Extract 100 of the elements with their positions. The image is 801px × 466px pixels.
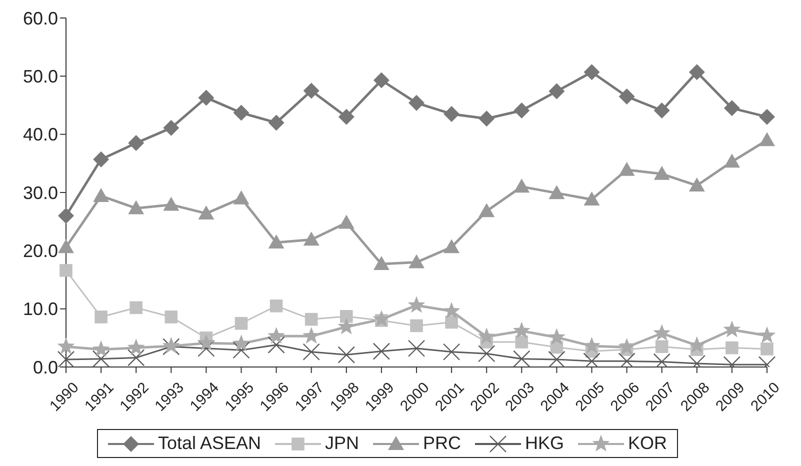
point xyxy=(408,94,424,111)
point xyxy=(373,256,390,270)
point xyxy=(445,316,458,329)
point xyxy=(654,102,670,118)
point xyxy=(548,328,566,345)
point xyxy=(724,100,740,116)
point xyxy=(618,162,635,176)
point xyxy=(303,232,320,246)
legend-label: Total ASEAN xyxy=(158,433,261,454)
point xyxy=(372,310,390,327)
point xyxy=(688,64,705,80)
point xyxy=(57,350,75,367)
point xyxy=(198,205,214,220)
point xyxy=(340,310,353,323)
point xyxy=(58,208,74,224)
y-tick-label: 0.0 xyxy=(32,357,58,378)
y-tick-label: 10.0 xyxy=(22,299,58,320)
point xyxy=(548,83,565,100)
point xyxy=(233,104,250,121)
point xyxy=(584,191,600,206)
point xyxy=(233,190,250,204)
point xyxy=(373,72,390,88)
point xyxy=(232,342,250,359)
point xyxy=(513,350,530,367)
point xyxy=(338,108,354,125)
y-tick-label: 60.0 xyxy=(22,8,58,28)
point xyxy=(444,239,460,254)
point xyxy=(302,343,320,360)
point xyxy=(164,310,178,324)
point xyxy=(94,310,108,324)
point xyxy=(127,338,145,356)
point xyxy=(515,336,528,348)
y-tick-label: 20.0 xyxy=(22,241,58,262)
point xyxy=(478,110,495,127)
y-tick-label: 50.0 xyxy=(22,66,58,87)
point xyxy=(548,350,566,367)
point xyxy=(372,342,390,360)
point xyxy=(338,346,355,364)
y-tick-label: 30.0 xyxy=(22,182,58,203)
point xyxy=(723,320,741,338)
point xyxy=(618,88,635,105)
point xyxy=(444,106,460,122)
point xyxy=(759,108,775,125)
point xyxy=(58,239,74,254)
point xyxy=(512,322,530,338)
point xyxy=(726,341,738,354)
point xyxy=(548,185,565,200)
point xyxy=(478,345,496,362)
point xyxy=(408,296,426,313)
point xyxy=(478,328,496,344)
point xyxy=(234,316,248,330)
point xyxy=(442,302,460,319)
point xyxy=(655,340,668,354)
point xyxy=(268,326,286,344)
point xyxy=(304,312,318,326)
point xyxy=(197,334,215,351)
point xyxy=(130,301,142,314)
point xyxy=(760,342,774,356)
legend-label: PRC xyxy=(423,433,462,454)
legend-label: HKG xyxy=(525,433,564,454)
point xyxy=(724,154,740,168)
point xyxy=(268,114,284,131)
point xyxy=(270,300,283,312)
point xyxy=(92,340,110,357)
point xyxy=(163,120,180,136)
legend-label: JPN xyxy=(325,433,360,454)
point xyxy=(128,200,144,214)
point xyxy=(232,334,250,352)
point xyxy=(93,151,110,168)
point xyxy=(57,337,75,354)
point xyxy=(408,340,426,357)
point xyxy=(93,188,110,202)
legend-label: KOR xyxy=(628,433,668,454)
point xyxy=(653,324,671,341)
point xyxy=(618,338,636,355)
point xyxy=(584,64,600,80)
y-tick-label: 40.0 xyxy=(22,124,58,145)
point xyxy=(303,82,320,99)
point xyxy=(408,254,424,268)
point xyxy=(128,349,145,366)
point xyxy=(163,196,180,211)
point xyxy=(478,203,495,218)
point xyxy=(198,90,214,106)
point xyxy=(268,234,284,249)
point xyxy=(758,326,776,344)
point xyxy=(338,214,354,229)
point xyxy=(268,336,285,354)
point xyxy=(442,343,460,360)
point xyxy=(60,264,72,277)
point xyxy=(338,318,356,334)
point xyxy=(128,135,144,152)
point xyxy=(514,102,530,118)
point xyxy=(583,336,600,354)
point xyxy=(302,326,320,344)
point xyxy=(654,166,670,180)
point xyxy=(759,132,775,146)
point xyxy=(410,319,423,332)
point xyxy=(688,178,705,192)
point xyxy=(92,350,110,367)
point xyxy=(198,340,215,357)
